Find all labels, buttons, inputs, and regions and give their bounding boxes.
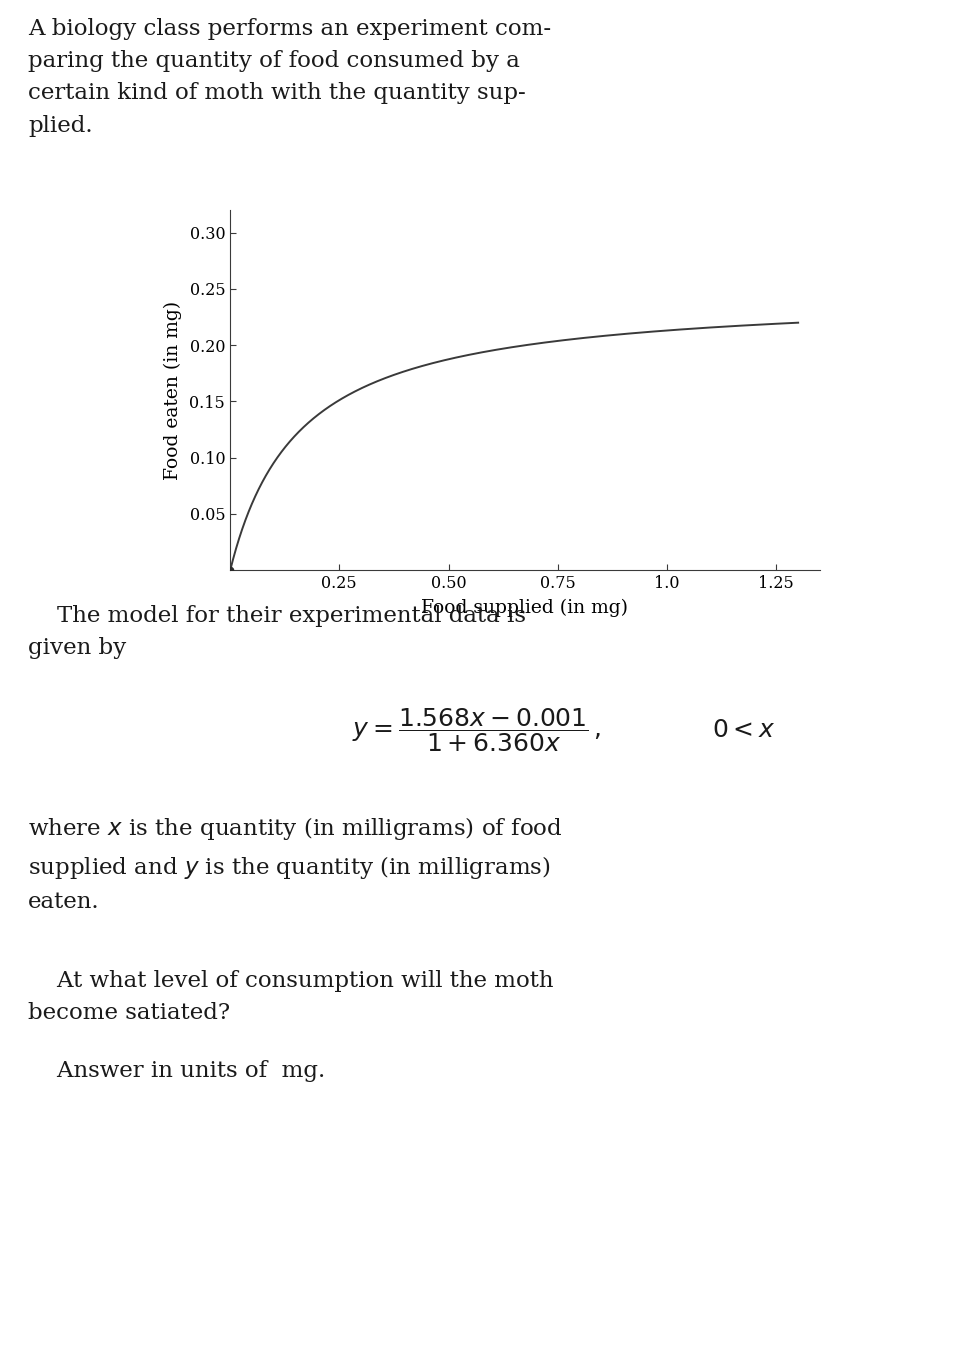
- Text: The model for their experimental data is
given by: The model for their experimental data is…: [28, 605, 525, 660]
- Text: $0 < x$: $0 < x$: [712, 719, 775, 742]
- X-axis label: Food supplied (in mg): Food supplied (in mg): [421, 598, 628, 617]
- Y-axis label: Food eaten (in mg): Food eaten (in mg): [164, 301, 182, 479]
- Text: $y = \dfrac{1.568x - 0.001}{1 + 6.360x}\,,$: $y = \dfrac{1.568x - 0.001}{1 + 6.360x}\…: [352, 706, 601, 754]
- Text: A biology class performs an experiment com-
paring the quantity of food consumed: A biology class performs an experiment c…: [28, 18, 551, 137]
- Text: where $x$ is the quantity (in milligrams) of food
supplied and $y$ is the quanti: where $x$ is the quantity (in milligrams…: [28, 816, 562, 914]
- Text: At what level of consumption will the moth
become satiated?: At what level of consumption will the mo…: [28, 970, 553, 1024]
- Text: Answer in units of  mg.: Answer in units of mg.: [28, 1060, 325, 1082]
